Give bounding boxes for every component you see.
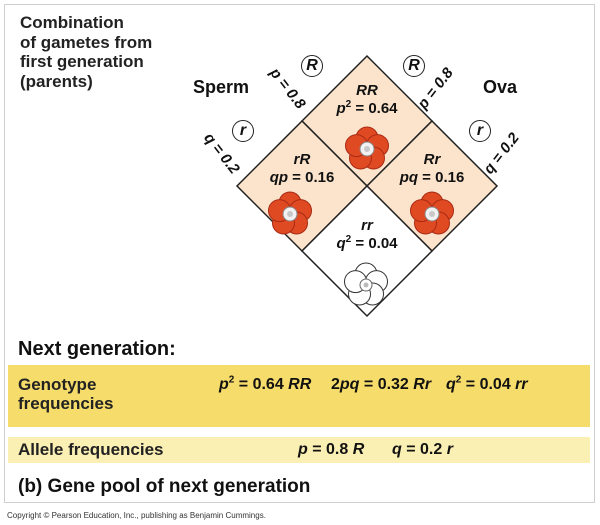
white-flower-rr [344,262,388,306]
allele-frequencies-band: Allele frequencies p = 0.8 R q = 0.2 r [8,437,590,463]
genotype-freq-RR: p2 = 0.64 RR [219,374,312,393]
intro-caption: Combination of gametes from first genera… [20,13,152,91]
figure-frame [4,4,595,503]
cell-RR-label: RR p2 = 0.64 [336,82,397,118]
cell-rR-genotype: rR [293,151,311,168]
cell-Rr-freq: pq = 0.16 [399,169,465,186]
cell-rR-freq: qp = 0.16 [269,169,335,186]
cell-RR-freq: p2 = 0.64 [336,99,398,118]
cell-rr-label: rr q2 = 0.04 [336,217,397,253]
cell-Rr-genotype: Rr [423,151,441,168]
cell-rr-genotype: rr [361,217,373,234]
genotype-freq-rr: q2 = 0.04 rr [446,374,528,393]
intro-line-1: Combination [20,13,124,32]
sperm-allele-R-circle: R [301,55,323,77]
next-generation-heading: Next generation: [18,338,176,360]
cell-Rr-label: Rr pq = 0.16 [400,151,465,187]
red-flower-rR [268,191,312,235]
intro-line-4: (parents) [20,71,93,91]
copyright-notice: Copyright © Pearson Education, Inc., pub… [7,511,266,520]
cell-rr-freq: q2 = 0.04 [336,234,398,253]
cell-RR-genotype: RR [356,82,378,99]
genotype-frequencies-band: Genotype frequencies p2 = 0.64 RR 2pq = … [8,365,590,427]
ova-allele-r-circle: r [469,120,491,142]
ova-allele-R-circle: R [403,55,425,77]
sperm-allele-r-circle: r [232,120,254,142]
red-flower-Rr [410,191,454,235]
genotype-frequencies-label: Genotype frequencies [18,375,114,413]
allele-freq-p: p = 0.8 R [298,441,365,458]
intro-line-3: first generation [20,52,144,71]
ova-label: Ova [483,77,518,97]
red-flower-RR [345,126,389,170]
allele-freq-q: q = 0.2 r [392,441,453,458]
allele-frequencies-label: Allele frequencies [18,440,164,459]
figure-caption: (b) Gene pool of next generation [18,476,311,497]
sperm-label: Sperm [193,77,250,97]
cell-rr-shape [300,184,434,318]
cell-rR-label: rR qp = 0.16 [270,151,335,187]
intro-line-2: of gametes from [20,32,153,52]
punnett-diamond [235,54,499,318]
genotype-freq-Rr: 2pq = 0.32 Rr [331,376,432,393]
